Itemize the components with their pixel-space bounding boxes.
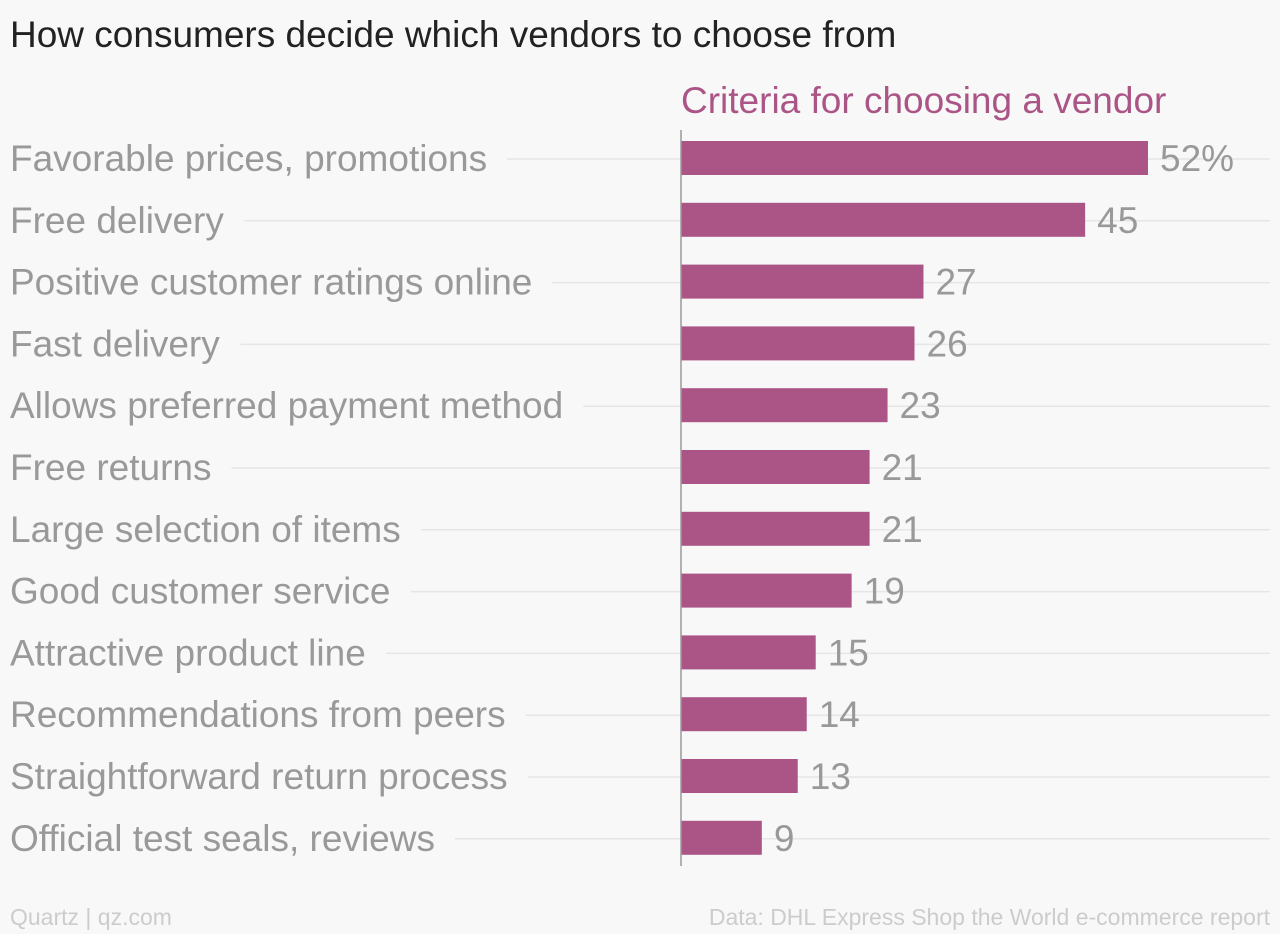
category-label: Good customer service: [10, 571, 390, 612]
category-label: Positive customer ratings online: [10, 262, 532, 303]
value-label: 19: [864, 571, 905, 612]
bar: [681, 264, 924, 299]
bar: [681, 202, 1086, 237]
value-label: 15: [828, 632, 869, 673]
value-label: 27: [935, 262, 976, 303]
bar: [681, 141, 1148, 175]
category-label: Free returns: [10, 447, 212, 488]
value-label: 13: [810, 756, 851, 797]
bar: [681, 759, 798, 793]
bar: [681, 635, 816, 670]
category-label: Fast delivery: [10, 323, 220, 364]
category-label: Attractive product line: [10, 632, 366, 673]
bar: [681, 450, 870, 484]
bar: [681, 697, 807, 732]
chart-title: How consumers decide which vendors to ch…: [10, 14, 897, 55]
category-label: Large selection of items: [10, 509, 401, 550]
bar: [681, 388, 888, 423]
bar: [681, 820, 762, 855]
series-title: Criteria for choosing a vendor: [681, 80, 1166, 121]
value-label: 52%: [1160, 138, 1234, 179]
value-label: 9: [774, 818, 795, 859]
category-label: Official test seals, reviews: [10, 818, 435, 859]
category-label: Allows preferred payment method: [10, 385, 563, 426]
value-label: 26: [927, 323, 968, 364]
category-label: Straightforward return process: [10, 756, 508, 797]
bar: [681, 573, 852, 608]
category-labels: Favorable prices, promotions Free deliver…: [10, 138, 563, 859]
value-label: 21: [882, 509, 923, 550]
footer-source: Data: DHL Express Shop the World e-comme…: [708, 904, 1270, 930]
category-label: Free delivery: [10, 200, 224, 241]
value-labels: 52% 45 27 26 23 21 21 19 15 14 13 9: [774, 138, 1234, 859]
value-label: 23: [900, 385, 941, 426]
value-label: 45: [1097, 200, 1138, 241]
category-label: Favorable prices, promotions: [10, 138, 487, 179]
value-label: 21: [882, 447, 923, 488]
bars: [681, 141, 1148, 855]
bar: [681, 511, 870, 546]
category-label: Recommendations from peers: [10, 694, 506, 735]
bar: [681, 326, 915, 361]
footer-credit: Quartz | qz.com: [10, 904, 172, 930]
value-label: 14: [819, 694, 860, 735]
